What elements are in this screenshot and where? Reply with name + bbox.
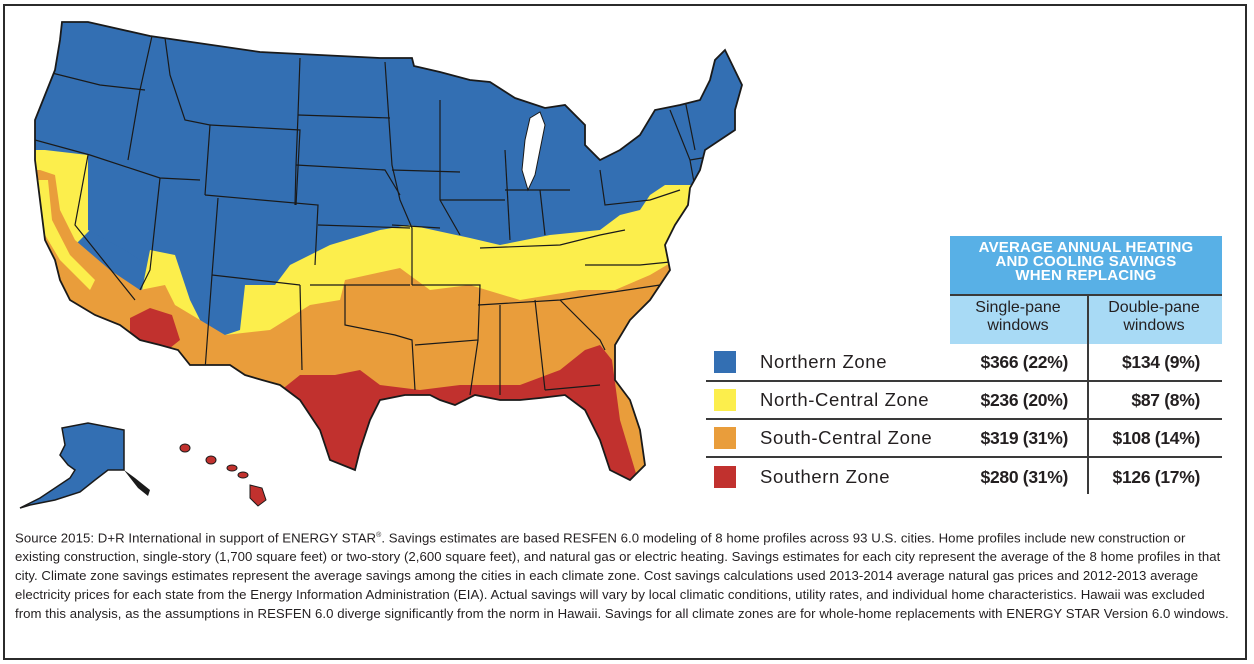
column-header-line: windows — [1123, 317, 1185, 334]
table-row-south-central: South-Central Zone $319 (31%) $108 (14%) — [706, 420, 1222, 458]
column-header-line: Single-pane — [975, 299, 1061, 316]
table-row-southern: Southern Zone $280 (31%) $126 (17%) — [706, 458, 1222, 496]
column-header-line: Double-pane — [1108, 299, 1200, 316]
header-line-1: AVERAGE ANNUAL HEATING — [978, 239, 1194, 256]
us-outline — [34, 21, 743, 482]
registered-mark: ® — [376, 532, 382, 539]
single-pane-value: $236 (20%) — [980, 389, 1069, 410]
double-pane-value: $87 (8%) — [1131, 389, 1200, 410]
column-header-single-pane: Single-pane windows — [950, 296, 1086, 344]
column-divider — [1087, 296, 1089, 494]
single-pane-value: $280 (31%) — [980, 466, 1069, 487]
table-column-headers: Single-pane windows Double-pane windows — [950, 296, 1222, 344]
header-line-2: AND COOLING SAVINGS — [995, 253, 1177, 270]
southern-zone-swatch — [714, 466, 736, 488]
zone-label: Southern Zone — [760, 466, 891, 487]
source-note: Source 2015: D+R International in suppor… — [15, 526, 1230, 623]
table-row-northern: Northern Zone $366 (22%) $134 (9%) — [706, 344, 1222, 382]
zone-label: South-Central Zone — [760, 427, 933, 448]
source-lead: Source 2015: D+R International in suppor… — [15, 530, 377, 546]
alaska — [19, 422, 150, 509]
header-line-3: WHEN REPLACING — [1015, 267, 1157, 284]
lake-michigan — [521, 111, 546, 192]
state-borders — [35, 35, 721, 396]
south-central-zone-swatch — [714, 427, 736, 449]
hawaii — [179, 443, 267, 507]
double-pane-value: $126 (17%) — [1112, 466, 1201, 487]
zone-label: Northern Zone — [760, 351, 888, 372]
double-pane-value: $134 (9%) — [1121, 351, 1200, 372]
column-header-line: windows — [987, 317, 1049, 334]
single-pane-value: $319 (31%) — [980, 427, 1069, 448]
double-pane-value: $108 (14%) — [1112, 427, 1201, 448]
table-row-north-central: North-Central Zone $236 (20%) $87 (8%) — [706, 382, 1222, 420]
northern-zone-swatch — [714, 351, 736, 373]
source-body: . Savings estimates are based RESFEN 6.0… — [15, 530, 1229, 622]
table-header-title: AVERAGE ANNUAL HEATING AND COOLING SAVIN… — [950, 236, 1222, 296]
column-header-double-pane: Double-pane windows — [1086, 296, 1222, 344]
zone-label: North-Central Zone — [760, 389, 930, 410]
single-pane-value: $366 (22%) — [980, 351, 1069, 372]
north-central-zone-swatch — [714, 389, 736, 411]
